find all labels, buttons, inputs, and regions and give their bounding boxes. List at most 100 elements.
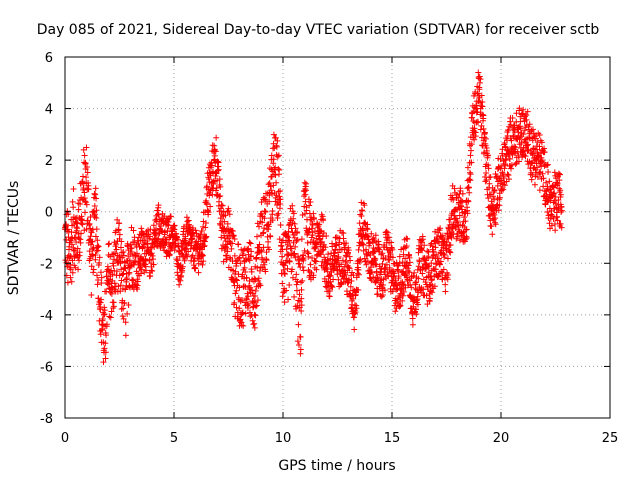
data-point <box>399 281 406 288</box>
data-point <box>161 228 168 235</box>
data-point <box>263 249 270 256</box>
data-point <box>257 282 264 289</box>
data-point <box>256 223 263 230</box>
data-point <box>272 164 279 171</box>
data-point <box>461 214 468 221</box>
data-point <box>346 253 353 260</box>
data-point <box>445 235 452 242</box>
data-point <box>84 217 91 224</box>
data-point <box>91 211 98 218</box>
data-point <box>284 233 291 240</box>
data-point <box>75 266 82 273</box>
data-point <box>557 220 564 227</box>
data-point <box>489 231 496 238</box>
data-point <box>490 193 497 200</box>
data-point <box>549 213 556 220</box>
data-point <box>90 245 97 252</box>
data-point <box>329 243 336 250</box>
data-point <box>116 231 123 238</box>
data-point <box>512 144 519 151</box>
data-point <box>76 249 83 256</box>
data-point <box>270 131 277 138</box>
data-point <box>493 174 500 181</box>
data-point <box>246 257 253 264</box>
data-point <box>298 236 305 243</box>
data-point <box>245 293 252 300</box>
data-point <box>339 267 346 274</box>
data-point <box>235 255 242 262</box>
data-point <box>320 229 327 236</box>
data-point <box>166 251 173 258</box>
data-point <box>243 275 250 282</box>
data-point <box>100 311 107 318</box>
data-point <box>93 226 100 233</box>
data-point <box>479 103 486 110</box>
data-point <box>443 239 450 246</box>
data-point <box>262 268 269 275</box>
data-point <box>217 183 224 190</box>
data-point <box>347 283 354 290</box>
data-point <box>152 217 159 224</box>
data-point <box>464 210 471 217</box>
data-point <box>302 191 309 198</box>
data-point <box>447 242 454 249</box>
data-point <box>371 248 378 255</box>
data-point <box>447 216 454 223</box>
data-point <box>258 210 265 217</box>
data-point <box>85 237 92 244</box>
data-point <box>501 165 508 172</box>
data-point <box>168 245 175 252</box>
data-point <box>122 285 129 292</box>
data-point <box>118 306 125 313</box>
data-point <box>164 227 171 234</box>
data-point <box>406 269 413 276</box>
data-point <box>130 277 137 284</box>
data-point <box>343 240 350 247</box>
data-point <box>231 299 238 306</box>
data-point <box>104 263 111 270</box>
data-point <box>548 222 555 229</box>
data-point <box>299 263 306 270</box>
data-point <box>374 274 381 281</box>
data-point <box>432 244 439 251</box>
y-tick-label: -8 <box>40 412 53 427</box>
data-point <box>471 125 478 132</box>
data-point <box>119 271 126 278</box>
data-point <box>397 302 404 309</box>
data-point <box>351 326 358 333</box>
data-point <box>106 240 113 247</box>
data-point <box>334 266 341 273</box>
data-point <box>408 284 415 291</box>
data-point <box>386 264 393 271</box>
data-point <box>204 183 211 190</box>
data-point <box>225 207 232 214</box>
data-point <box>502 162 509 169</box>
data-point <box>484 152 491 159</box>
data-point <box>233 287 240 294</box>
data-point <box>230 267 237 274</box>
data-point <box>382 254 389 261</box>
data-point <box>94 281 101 288</box>
data-point <box>536 131 543 138</box>
data-point <box>283 287 290 294</box>
data-point <box>432 266 439 273</box>
x-tick-label: 5 <box>170 431 178 446</box>
data-point <box>310 210 317 217</box>
data-point <box>67 274 74 281</box>
data-point <box>440 266 447 273</box>
data-point <box>276 193 283 200</box>
data-point <box>478 92 485 99</box>
x-tick-label: 10 <box>275 431 292 446</box>
data-point <box>515 158 522 165</box>
data-point <box>107 314 114 321</box>
data-point <box>389 246 396 253</box>
data-point <box>541 149 548 156</box>
data-point <box>557 171 564 178</box>
data-point <box>442 281 449 288</box>
data-point <box>373 261 380 268</box>
data-point <box>364 233 371 240</box>
data-point <box>108 308 115 315</box>
data-point <box>233 304 240 311</box>
data-point <box>403 242 410 249</box>
data-point <box>240 252 247 259</box>
